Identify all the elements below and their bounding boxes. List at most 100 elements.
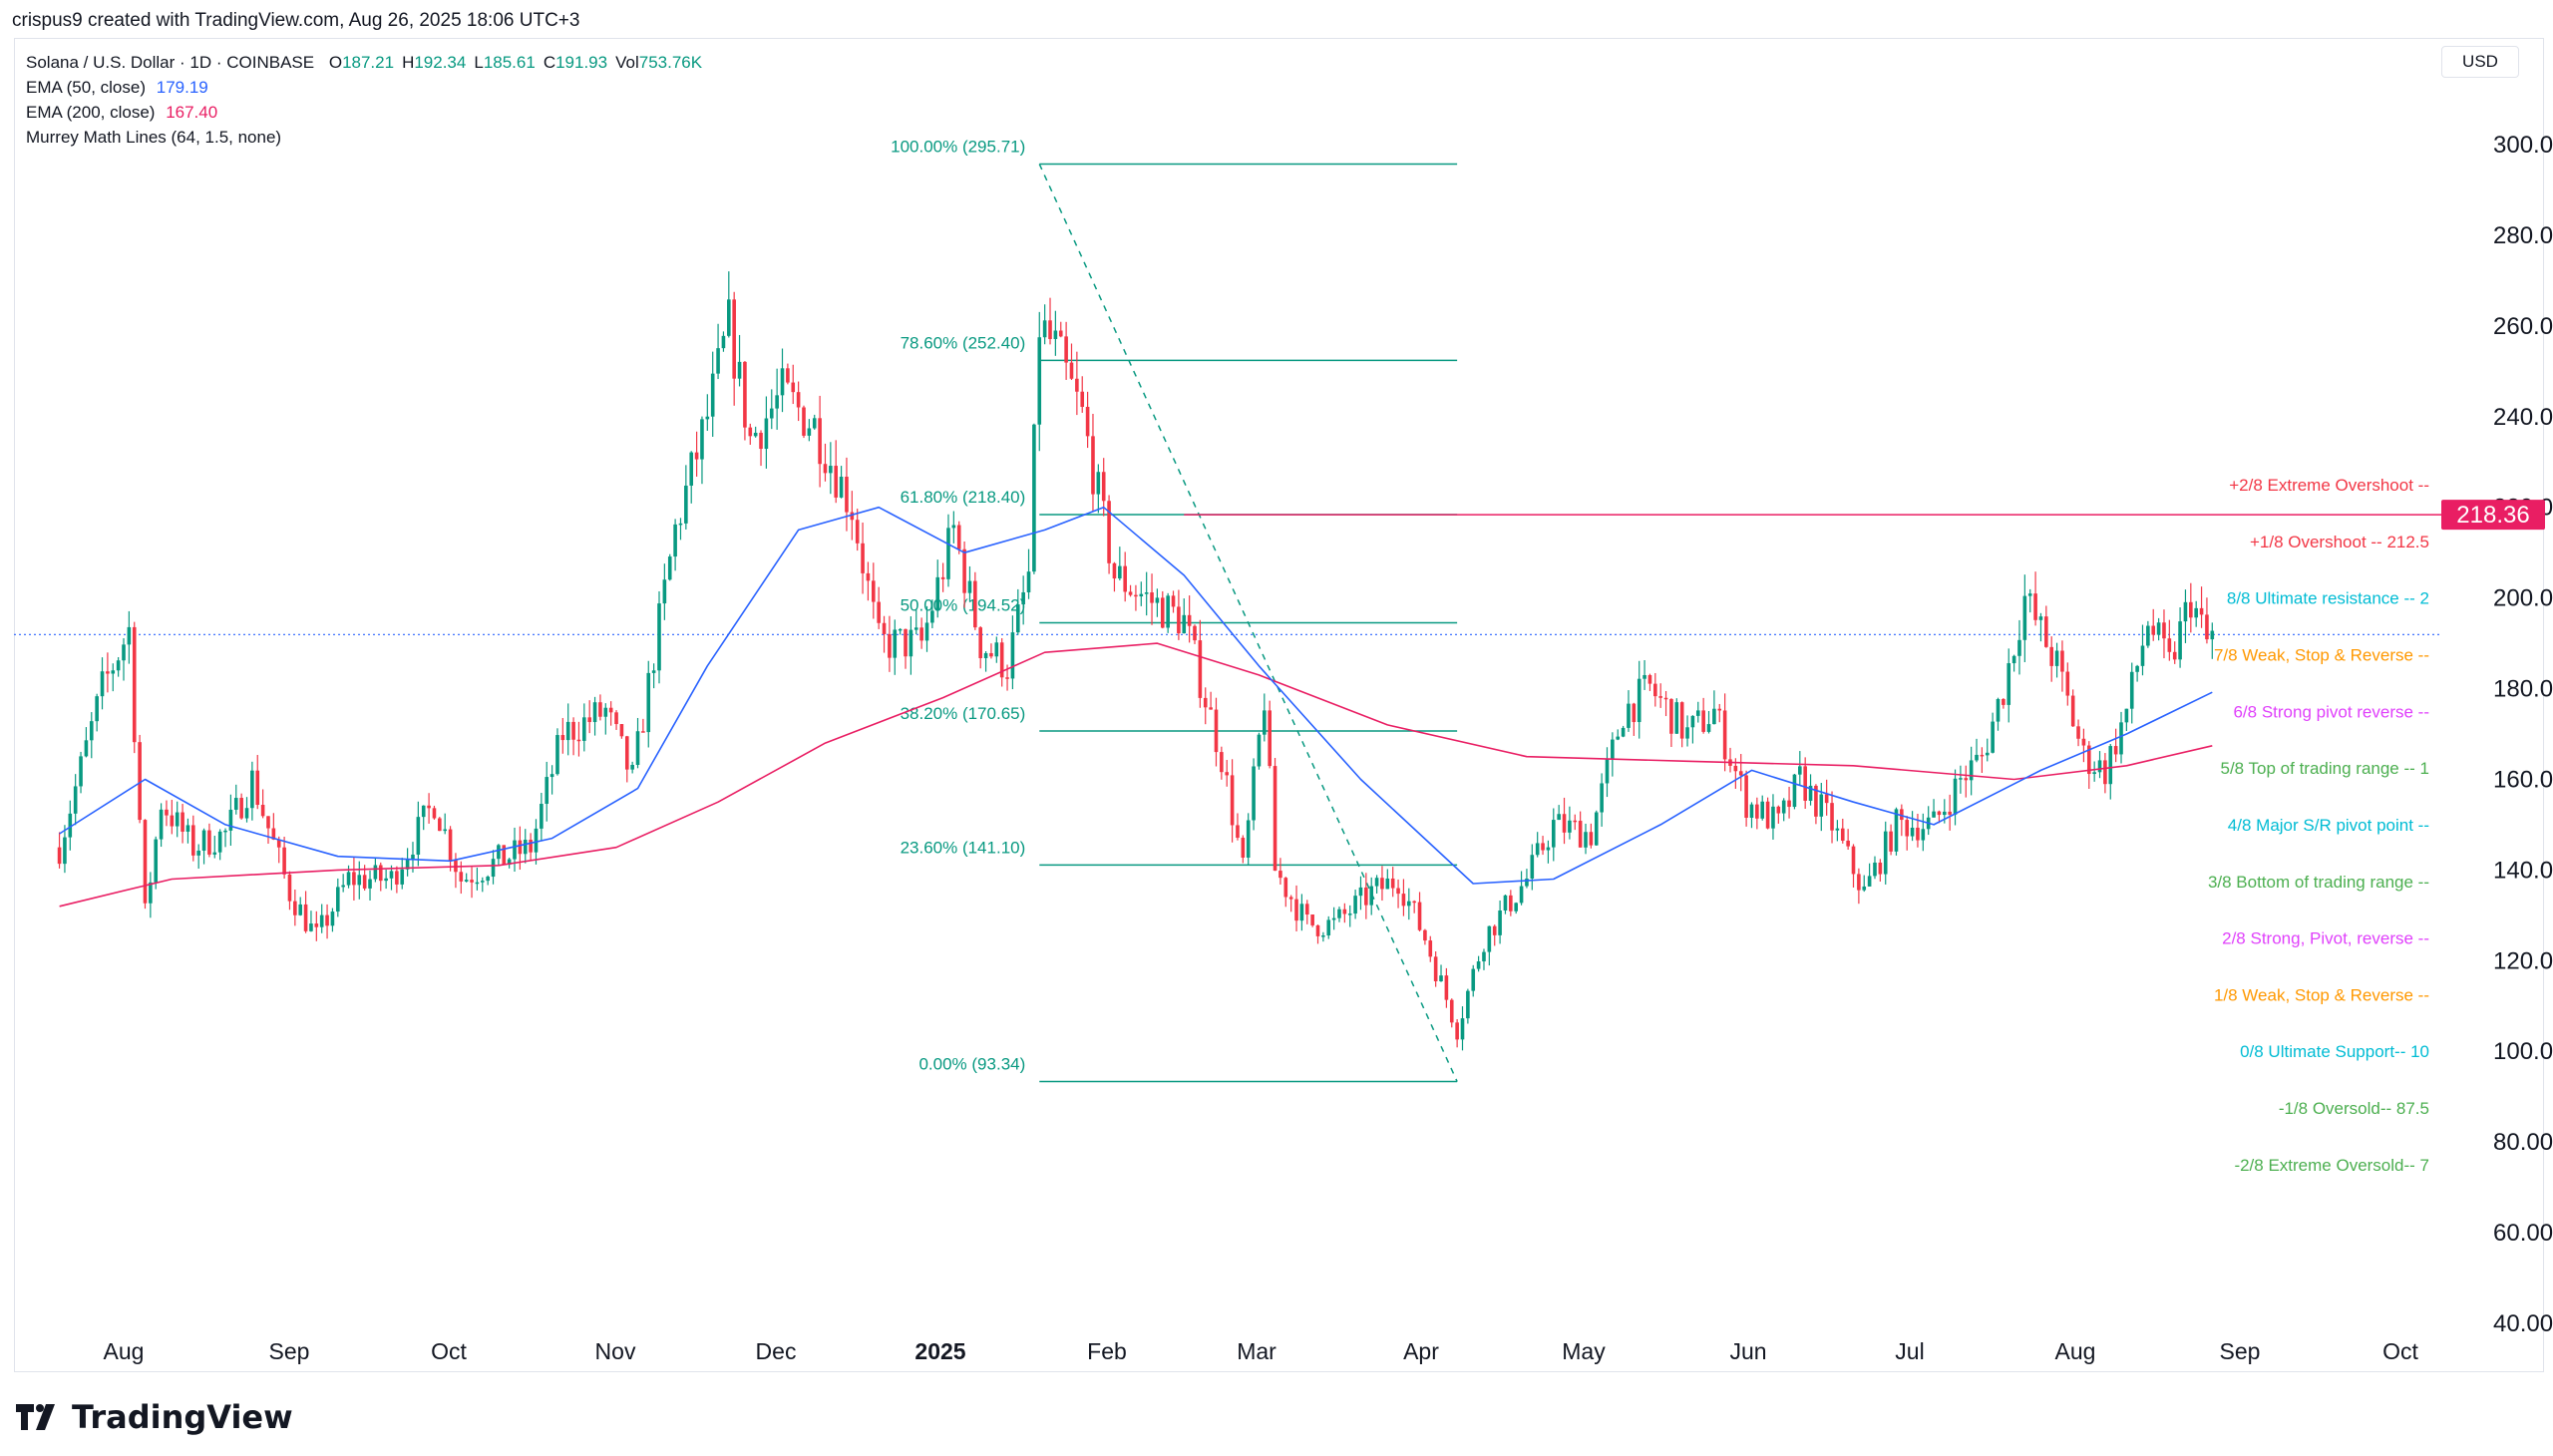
symbol-row[interactable]: Solana / U.S. Dollar · 1D · COINBASE O18… (26, 50, 702, 75)
candle-body (1026, 571, 1031, 592)
candle-body (217, 831, 222, 853)
candle-body (362, 875, 367, 889)
candle-body (1080, 391, 1085, 407)
candle-body (1304, 904, 1309, 915)
candle-body (475, 882, 480, 885)
candle-body (1476, 961, 1481, 969)
candle-body (909, 629, 913, 657)
candle-body (523, 840, 528, 855)
candle-body (1439, 975, 1443, 982)
candle-body (1353, 896, 1357, 914)
candle-body (2135, 665, 2139, 672)
candle-body (2151, 625, 2156, 635)
candle-body (507, 859, 512, 866)
candle-body (2076, 726, 2080, 739)
candle-body (1294, 899, 1298, 921)
murrey-level-label: 2/8 Strong, Pivot, reverse -- (2222, 929, 2429, 948)
candle-body (2022, 595, 2027, 640)
candle-body (930, 610, 934, 623)
candle-body (545, 777, 549, 805)
x-tick-label: Jul (1895, 1338, 1924, 1364)
candle-body (2017, 639, 2021, 656)
candle-body (1535, 843, 1540, 856)
candle-body (1637, 678, 1641, 723)
candle-body (1433, 956, 1438, 982)
candle-body (1943, 811, 1947, 816)
fib-level-label: 61.80% (218.40) (901, 488, 1026, 507)
candle-body (834, 466, 839, 498)
candle-body (716, 348, 720, 374)
ohlc-label-c: C (543, 53, 556, 72)
candle-body (1187, 614, 1192, 626)
candle-body (443, 829, 447, 832)
candle-body (940, 576, 945, 579)
candle-body (1749, 804, 1754, 819)
candle-body (1263, 710, 1267, 735)
candle-body (1792, 774, 1797, 808)
candle-body (1594, 812, 1599, 846)
candle-body (1616, 736, 1621, 740)
candle-body (459, 872, 464, 882)
candle-body (314, 923, 319, 927)
candle-body (2172, 651, 2177, 660)
x-tick-label: Mar (1237, 1338, 1276, 1364)
candle-body (95, 696, 99, 722)
x-tick-label: Feb (1087, 1338, 1127, 1364)
candle-body (651, 670, 656, 673)
candle-body (1557, 814, 1561, 821)
candle-body (79, 756, 83, 787)
candle-body (1824, 794, 1829, 804)
candle-body (1690, 715, 1695, 728)
y-tick-label: 100.00 (2493, 1038, 2553, 1065)
candle-body (303, 904, 308, 931)
candle-body (1385, 878, 1390, 890)
candle-body (560, 735, 565, 741)
candle-body (1101, 472, 1106, 502)
candle-body (2156, 622, 2161, 635)
candle-body (1991, 721, 1995, 753)
candle-body (165, 809, 169, 816)
candle-body (1471, 968, 1476, 991)
candle-body (1492, 925, 1497, 935)
currency-button[interactable]: USD (2441, 46, 2519, 78)
candle-body (549, 774, 554, 778)
candle-body (2199, 607, 2204, 615)
candle-body (513, 840, 517, 860)
chart-pane[interactable] (14, 38, 2544, 1372)
candle-body (641, 731, 645, 733)
candle-body (2183, 601, 2188, 622)
murrey-row[interactable]: Murrey Math Lines (64, 1.5, none) (26, 125, 702, 150)
ohlc-values: O187.21 H192.34 L185.61 C191.93 Vol753.76K (319, 53, 702, 72)
candle-body (635, 731, 640, 765)
candle-body (999, 642, 1004, 678)
last-price-badge (2441, 500, 2545, 531)
candle-body (582, 717, 586, 741)
candle-body (646, 672, 651, 733)
candle-body (1058, 330, 1063, 337)
candle-body (239, 798, 243, 819)
candle-body (2167, 638, 2172, 652)
tradingview-logo[interactable]: TradingView (16, 1398, 293, 1436)
x-tick-label: Aug (2055, 1338, 2096, 1364)
candle-body (983, 652, 988, 658)
candle-body (1514, 903, 1518, 911)
candle-body (181, 812, 184, 832)
ema200-row[interactable]: EMA (200, close) 167.40 (26, 100, 702, 125)
candle-body (1578, 821, 1583, 848)
candle-body (576, 739, 581, 742)
murrey-level-label: 6/8 Strong pivot reverse -- (2233, 702, 2429, 721)
candle-body (411, 854, 415, 860)
ohlc-value-o: 187.21 (342, 53, 395, 72)
candle-body (555, 735, 559, 775)
ema200-line (59, 642, 2213, 908)
candle-body (2070, 695, 2075, 727)
candle-body (802, 407, 806, 436)
ema50-row[interactable]: EMA (50, close) 179.19 (26, 75, 702, 100)
candle-body (2027, 593, 2032, 596)
fib-level-label: 0.00% (93.34) (918, 1055, 1025, 1074)
symbol-name[interactable]: Solana / U.S. Dollar · 1D · COINBASE (26, 53, 315, 72)
candle-body (1155, 597, 1160, 603)
candle-body (1679, 702, 1684, 739)
candle-body (956, 525, 961, 549)
